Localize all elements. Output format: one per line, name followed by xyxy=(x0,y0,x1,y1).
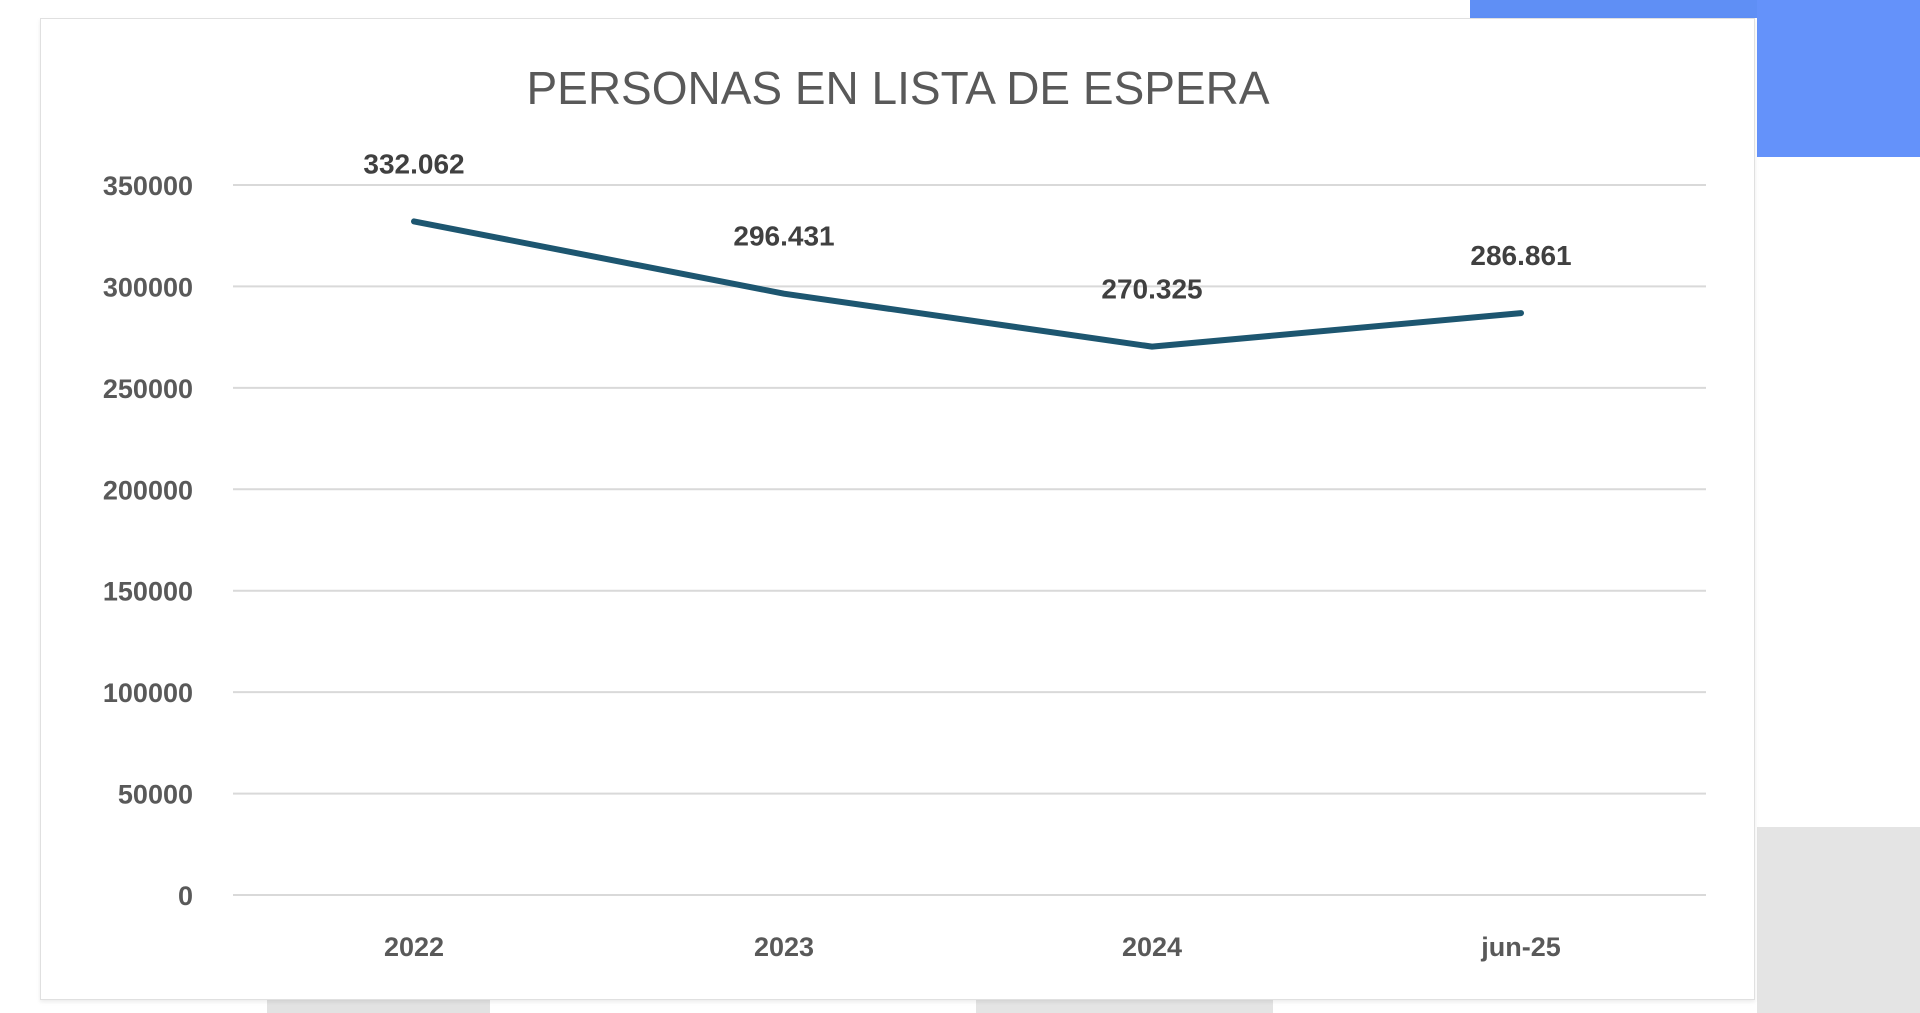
background-gray-panel xyxy=(1757,827,1920,1013)
y-tick-label: 0 xyxy=(178,881,193,911)
data-label: 296.431 xyxy=(733,221,834,252)
x-tick-label: 2022 xyxy=(384,932,444,962)
y-tick-label: 50000 xyxy=(118,780,193,810)
data-label: 332.062 xyxy=(363,148,464,179)
background-tab xyxy=(1470,0,1760,18)
y-tick-label: 350000 xyxy=(103,171,193,201)
chart-card xyxy=(40,18,1755,1000)
chart-title: PERSONAS EN LISTA DE ESPERA xyxy=(526,62,1269,114)
background-strip xyxy=(267,998,490,1013)
y-tick-label: 100000 xyxy=(103,678,193,708)
x-tick-label: 2024 xyxy=(1122,932,1182,962)
y-tick-label: 200000 xyxy=(103,475,193,505)
background-blue-panel xyxy=(1757,0,1920,157)
data-label: 286.861 xyxy=(1470,240,1571,271)
x-tick-label: 2023 xyxy=(754,932,814,962)
data-label: 270.325 xyxy=(1101,274,1202,305)
series-line xyxy=(411,218,1524,350)
y-tick-label: 150000 xyxy=(103,577,193,607)
y-tick-label: 300000 xyxy=(103,272,193,302)
x-tick-label: jun-25 xyxy=(1480,932,1561,962)
y-tick-label: 250000 xyxy=(103,374,193,404)
